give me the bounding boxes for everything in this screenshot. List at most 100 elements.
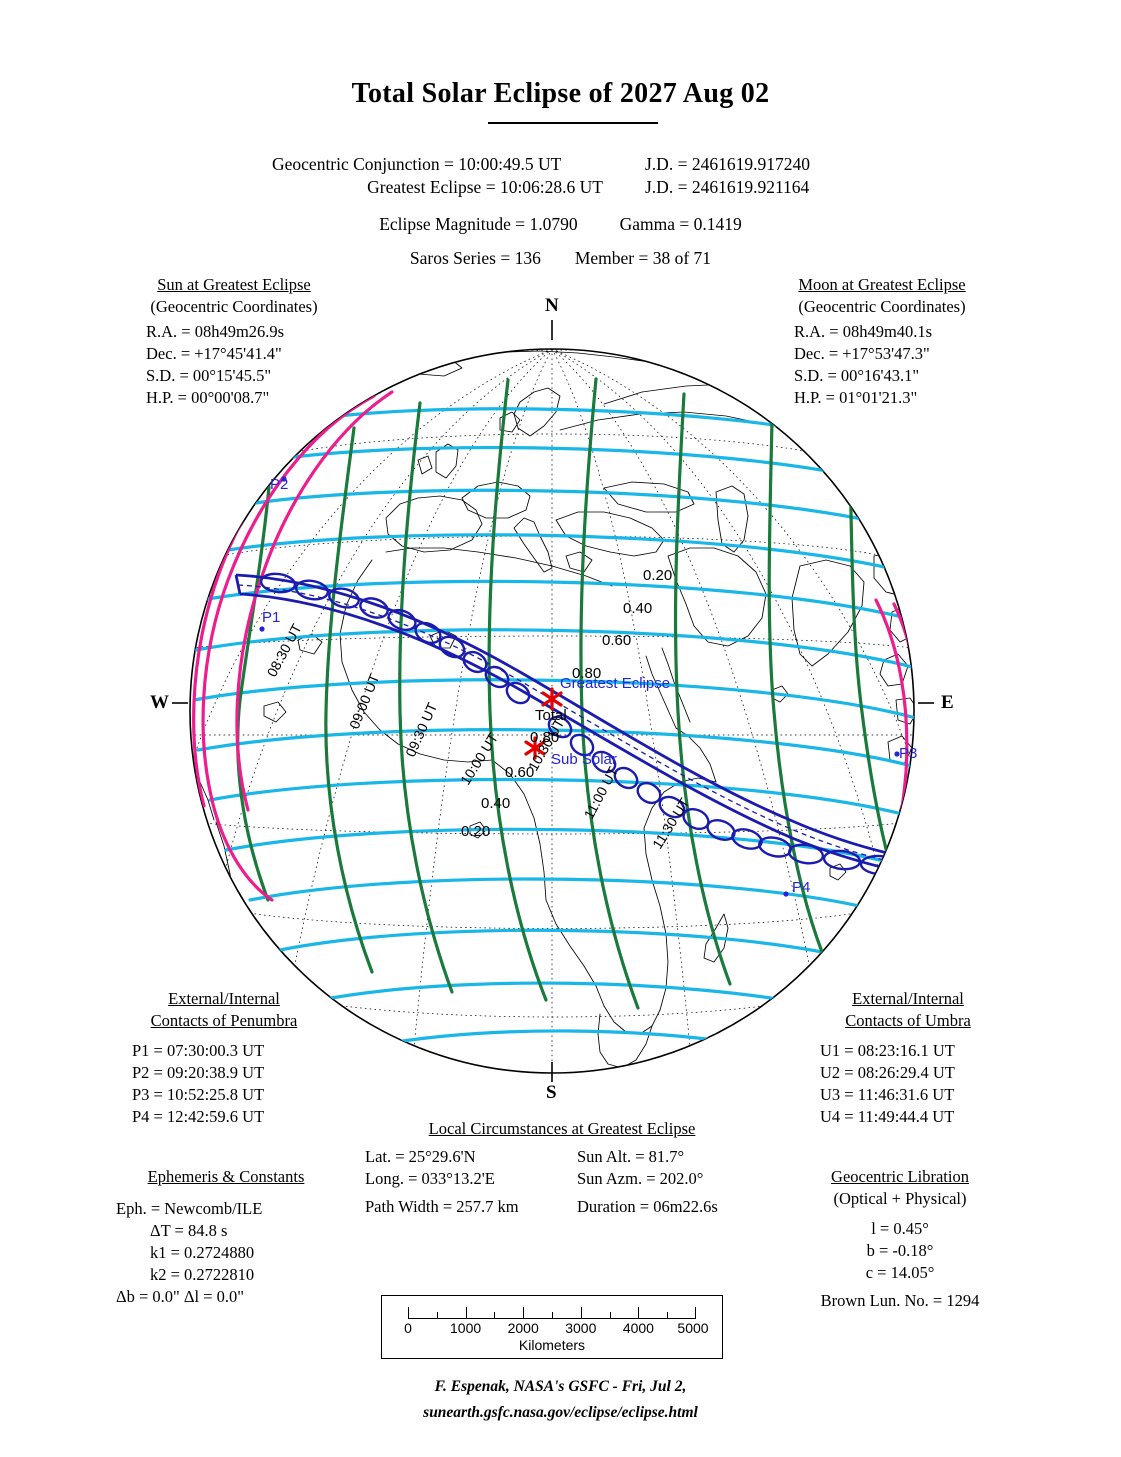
sun-coordinates-block: Sun at Greatest Eclipse (Geocentric Coor… [128, 274, 340, 409]
libration-b: b = -0.18° [866, 1240, 934, 1260]
moon-heading: Moon at Greatest Eclipse [798, 275, 966, 294]
greatest-eclipse-marker [541, 687, 563, 711]
moon-hp: H.P. = 01°01'21.3" [794, 387, 918, 407]
label-p4: P4 [792, 879, 810, 896]
sun-subheading: (Geocentric Coordinates) [150, 296, 318, 316]
local-duration: Duration = 06m22.6s [577, 1196, 718, 1216]
scale-tick-2000: 2000 [507, 1320, 539, 1336]
scale-bar: 0 1000 2000 3000 4000 5000 Kilometers [381, 1295, 723, 1359]
scale-tick-1000: 1000 [450, 1320, 482, 1336]
scale-tick-4000: 4000 [622, 1320, 654, 1336]
ephemeris-heading: Ephemeris & Constants [147, 1167, 305, 1186]
penumbra-p2: P2 = 09:20:38.9 UT [132, 1062, 265, 1082]
label-greatest-eclipse: Greatest Eclipse [560, 675, 670, 692]
umbra-shadow-ellipses [259, 572, 901, 876]
local-heading: Local Circumstances at Greatest Eclipse [428, 1119, 696, 1138]
label-p2: P2 [270, 476, 288, 493]
contour-label-040-lower: 0.40 [481, 795, 510, 812]
geocentric-conjunction-label: Geocentric Conjunction = 10:00:49.5 UT [272, 154, 562, 174]
contour-label-020-lower: 0.20 [461, 823, 490, 840]
umbra-u1: U1 = 08:23:16.1 UT [820, 1040, 955, 1060]
scale-tick-labels: 0 1000 2000 3000 4000 5000 [382, 1320, 722, 1336]
scale-tick-3000: 3000 [565, 1320, 597, 1336]
umbra-u2: U2 = 08:26:29.4 UT [820, 1062, 955, 1082]
brown-lunation-number: Brown Lun. No. = 1294 [820, 1290, 980, 1310]
compass-north: N [545, 295, 559, 316]
moon-sd: S.D. = 00°16'43.1" [794, 365, 920, 385]
compass-west: W [150, 692, 169, 713]
contour-label-020-upper: 0.20 [643, 567, 672, 584]
local-circumstances-block: Local Circumstances at Greatest Eclipse … [352, 1118, 772, 1218]
label-p3: P3 [899, 745, 917, 762]
libration-subheading: (Optical + Physical) [833, 1188, 967, 1208]
scale-tick-0: 0 [404, 1320, 412, 1336]
moon-subheading: (Geocentric Coordinates) [798, 296, 966, 316]
umbra-contacts-block: External/Internal Contacts of Umbra U1 =… [808, 988, 1008, 1128]
umbra-heading-2: Contacts of Umbra [845, 1010, 971, 1030]
contour-label-060-upper: 0.60 [602, 632, 631, 649]
penumbra-contacts-block: External/Internal Contacts of Penumbra P… [120, 988, 328, 1128]
contour-label-040-upper: 0.40 [623, 600, 652, 617]
p3-point [894, 751, 900, 757]
page-title: Total Solar Eclipse of 2027 Aug 02 [351, 78, 770, 109]
libration-block: Geocentric Libration (Optical + Physical… [800, 1166, 1000, 1312]
penumbra-p3: P3 = 10:52:25.8 UT [132, 1084, 265, 1104]
umbra-u3: U3 = 11:46:31.6 UT [820, 1084, 955, 1104]
local-sun-azm: Sun Azm. = 202.0° [577, 1168, 704, 1188]
source-url[interactable]: sunearth.gsfc.nasa.gov/eclipse/eclipse.h… [423, 1404, 698, 1421]
label-total: Total [535, 707, 567, 724]
greatest-eclipse-jd: J.D. = 2461619.921164 [645, 177, 810, 197]
libration-heading: Geocentric Libration [831, 1167, 969, 1186]
penumbra-heading-2: Contacts of Penumbra [150, 1010, 298, 1030]
local-sun-alt: Sun Alt. = 81.7° [577, 1146, 685, 1166]
penumbra-heading-1: External/Internal [168, 989, 280, 1008]
sun-dec: Dec. = +17°45'41.4" [146, 343, 282, 363]
saros-row: Saros Series = 136 Member = 38 of 71 [0, 248, 1121, 269]
moon-coordinates-block: Moon at Greatest Eclipse (Geocentric Coo… [776, 274, 988, 409]
ephemeris-source: Eph. = Newcomb/ILE [116, 1198, 263, 1218]
sun-heading: Sun at Greatest Eclipse [157, 275, 311, 294]
contour-label-080-upper: 0.80 [572, 665, 601, 682]
label-p1: P1 [262, 609, 280, 626]
umbra-heading-1: External/Internal [852, 989, 964, 1008]
greatest-eclipse-label: Greatest Eclipse = 10:06:28.6 UT [367, 177, 603, 197]
local-path-width: Path Width = 257.7 km [365, 1196, 519, 1216]
credit-line: F. Espenak, NASA's GSFC - Fri, Jul 2, [434, 1378, 687, 1395]
compass-ticks [172, 320, 934, 1082]
sun-hp: H.P. = 00°00'08.7" [146, 387, 270, 407]
ephemeris-block: Ephemeris & Constants Eph. = Newcomb/ILE… [116, 1166, 336, 1308]
central-line [237, 584, 912, 867]
magnitude-gamma-row: Eclipse Magnitude = 1.0790 Gamma = 0.1419 [0, 214, 1121, 235]
eclipse-magnitude: Eclipse Magnitude = 1.0790 [379, 214, 578, 234]
gamma-value: Gamma = 0.1419 [619, 214, 742, 234]
p4-point [783, 891, 789, 897]
sun-sd: S.D. = 00°15'45.5" [146, 365, 272, 385]
p1-point [259, 626, 265, 632]
moon-ra: R.A. = 08h49m40.1s [794, 321, 933, 341]
geocentric-conjunction-jd: J.D. = 2461619.917240 [645, 154, 810, 174]
ephemeris-db-dl: Δb = 0.0" Δl = 0.0" [116, 1286, 245, 1306]
saros-member: Member = 38 of 71 [574, 248, 712, 268]
libration-c: c = 14.05° [865, 1262, 935, 1282]
scale-unit-label: Kilometers [518, 1337, 586, 1353]
scale-tick-marks [408, 1307, 696, 1319]
compass-south: S [546, 1082, 557, 1103]
map-contour-labels: Total 0.20 0.40 0.60 0.80 0.80 0.60 0.40… [461, 567, 672, 840]
ephemeris-k2: k2 = 0.2722810 [150, 1264, 255, 1284]
umbra-u4: U4 = 11:49:44.4 UT [820, 1106, 955, 1126]
p2-point [281, 476, 287, 482]
sub-solar-marker [524, 736, 546, 760]
compass-east: E [941, 692, 954, 713]
contour-label-080-lower: 0.80 [530, 729, 559, 746]
moon-dec: Dec. = +17°53'47.3" [794, 343, 930, 363]
saros-series: Saros Series = 136 [409, 248, 541, 268]
local-lat: Lat. = 25°29.6'N [365, 1146, 476, 1166]
ut-time-curves [236, 377, 904, 1010]
contour-label-060-lower: 0.60 [505, 764, 534, 781]
map-text-labels: Greatest Eclipse Sub Solar P2 P1 P3 P4 [262, 476, 917, 896]
title-divider [488, 122, 658, 124]
libration-l: l = 0.45° [871, 1218, 929, 1238]
penumbra-p1: P1 = 07:30:00.3 UT [132, 1040, 265, 1060]
scale-tick-5000: 5000 [677, 1320, 709, 1336]
